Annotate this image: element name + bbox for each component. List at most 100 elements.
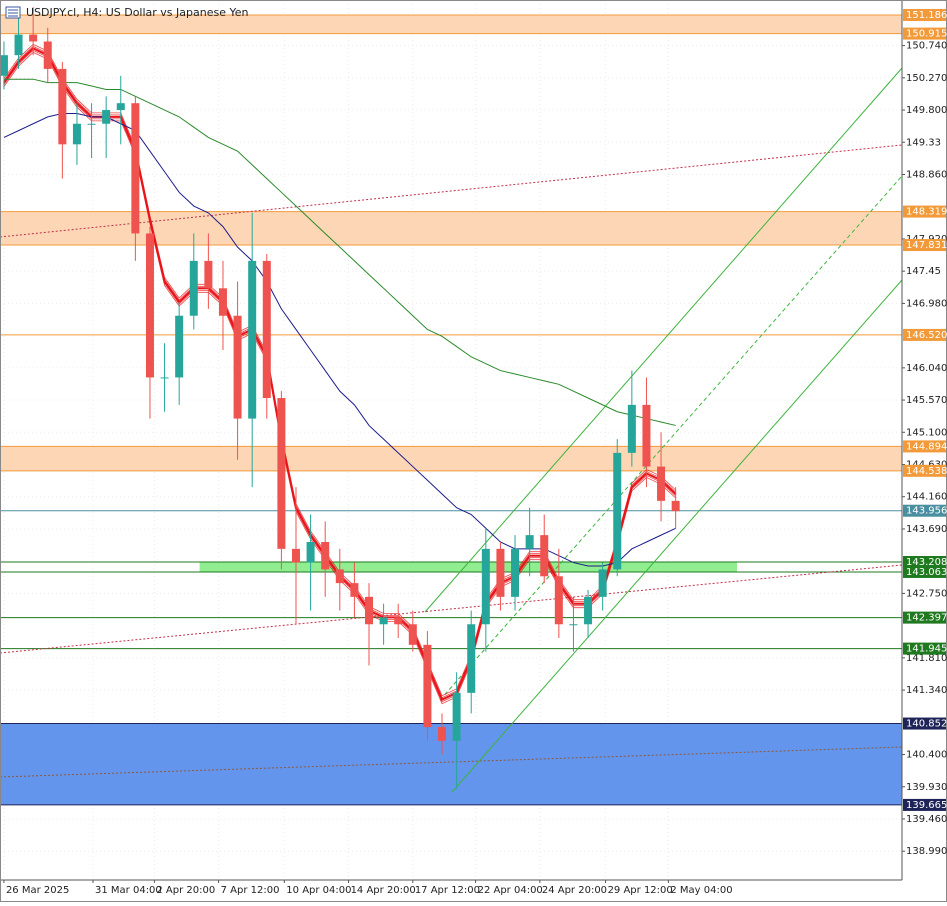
zone xyxy=(0,15,902,34)
price-label: 141.945 xyxy=(906,644,947,655)
y-tick-label: 138.990 xyxy=(906,846,947,857)
candle-body xyxy=(613,452,622,570)
candle-body xyxy=(569,624,578,626)
candle-body xyxy=(204,260,213,289)
y-tick-label: 144.160 xyxy=(906,492,947,503)
candle-body xyxy=(511,548,520,597)
candle-body xyxy=(0,55,8,76)
y-tick-label: 140.400 xyxy=(906,750,947,761)
price-label: 151.186 xyxy=(906,10,947,21)
candle-body xyxy=(452,692,461,741)
candle-body xyxy=(540,535,549,577)
candle-body xyxy=(321,541,330,570)
price-label-box xyxy=(903,440,946,453)
zone xyxy=(0,723,902,805)
y-tick-label: 141.340 xyxy=(906,685,947,696)
candle-body xyxy=(116,103,125,111)
candle-body xyxy=(627,404,636,453)
candle-body xyxy=(671,500,680,512)
chart-title: USDJPY.cl, H4: US Dollar vs Japanese Yen xyxy=(26,6,249,19)
x-tick-label: 10 Apr 04:00 xyxy=(286,885,351,896)
y-tick-label: 150.740 xyxy=(906,41,947,52)
candle-body xyxy=(233,315,242,419)
price-label: 144.894 xyxy=(906,441,947,452)
x-tick-label: 2 Apr 20:00 xyxy=(156,885,215,896)
y-tick-label: 149.800 xyxy=(906,105,947,116)
x-tick-label: 22 Apr 04:00 xyxy=(478,885,543,896)
channel-line xyxy=(424,67,903,613)
candle-body xyxy=(438,727,447,741)
y-tick-label: 146.980 xyxy=(906,298,947,309)
candle-body xyxy=(350,583,359,597)
price-label: 148.319 xyxy=(906,207,947,218)
price-label-box xyxy=(903,328,946,341)
candle-body xyxy=(365,596,374,625)
candle-body xyxy=(481,548,490,625)
label-layer: 150.740150.270149.800149.33148.860147.92… xyxy=(3,9,947,896)
x-tick-label: 2 May 04:00 xyxy=(670,885,732,896)
price-label-box xyxy=(903,642,946,655)
channel-line xyxy=(451,279,903,793)
y-tick-label: 141.810 xyxy=(906,653,947,664)
candle-body xyxy=(189,260,198,316)
price-label: 147.831 xyxy=(906,240,947,251)
price-label: 144.538 xyxy=(906,466,947,477)
candle-body xyxy=(335,569,344,584)
moving-average xyxy=(3,78,676,426)
moving-average xyxy=(3,112,676,567)
y-tick-label: 150.270 xyxy=(906,73,947,84)
y-tick-label: 142.750 xyxy=(906,588,947,599)
price-label-box xyxy=(903,611,946,624)
price-label-box xyxy=(903,9,946,22)
channel-line xyxy=(439,175,903,701)
candle-body xyxy=(525,535,534,549)
price-label-box xyxy=(903,27,946,40)
candle-body xyxy=(14,34,23,56)
y-tick-label: 146.040 xyxy=(906,363,947,374)
candle-body xyxy=(394,617,403,625)
trendlines xyxy=(0,67,903,793)
candle-body xyxy=(160,377,169,379)
price-label-box xyxy=(903,798,946,811)
candle-body xyxy=(218,288,227,316)
price-label-box xyxy=(903,239,946,252)
price-label: 139.665 xyxy=(906,800,947,811)
title-icon xyxy=(5,6,21,19)
trendline xyxy=(0,564,903,654)
candle-body xyxy=(131,103,140,234)
candle-body xyxy=(408,624,417,645)
x-tick-label: 31 Mar 04:00 xyxy=(95,885,162,896)
price-label-box xyxy=(903,565,946,578)
zone xyxy=(0,446,902,471)
candle-body xyxy=(467,624,476,693)
x-tick-label: 29 Apr 12:00 xyxy=(608,885,673,896)
candle-body xyxy=(29,34,38,42)
price-label-box xyxy=(903,205,946,218)
candle-body xyxy=(102,110,111,124)
x-tick-label: 24 Apr 20:00 xyxy=(542,885,607,896)
price-label-box xyxy=(903,464,946,477)
y-tick-label: 145.570 xyxy=(906,395,947,406)
price-label: 143.063 xyxy=(906,567,947,578)
x-tick-label: 14 Apr 20:00 xyxy=(351,885,416,896)
candle-body xyxy=(175,315,184,378)
price-label: 140.852 xyxy=(906,719,947,730)
price-label-box xyxy=(903,717,946,730)
y-tick-label: 139.930 xyxy=(906,782,947,793)
price-label-box xyxy=(903,504,946,517)
x-tick-label: 7 Apr 12:00 xyxy=(221,885,280,896)
trendline xyxy=(0,144,903,238)
candle-body xyxy=(58,68,67,145)
candle-body xyxy=(584,596,593,625)
price-label: 143.208 xyxy=(906,557,947,568)
trendline xyxy=(0,746,903,778)
y-tick-label: 147.45 xyxy=(906,266,941,277)
price-label: 142.397 xyxy=(906,613,947,624)
candle-body xyxy=(598,569,607,597)
candle-body xyxy=(262,260,271,399)
candle-body xyxy=(657,466,666,501)
candle-body xyxy=(145,233,154,378)
y-tick-label: 145.100 xyxy=(906,427,947,438)
candle-body xyxy=(87,123,96,125)
